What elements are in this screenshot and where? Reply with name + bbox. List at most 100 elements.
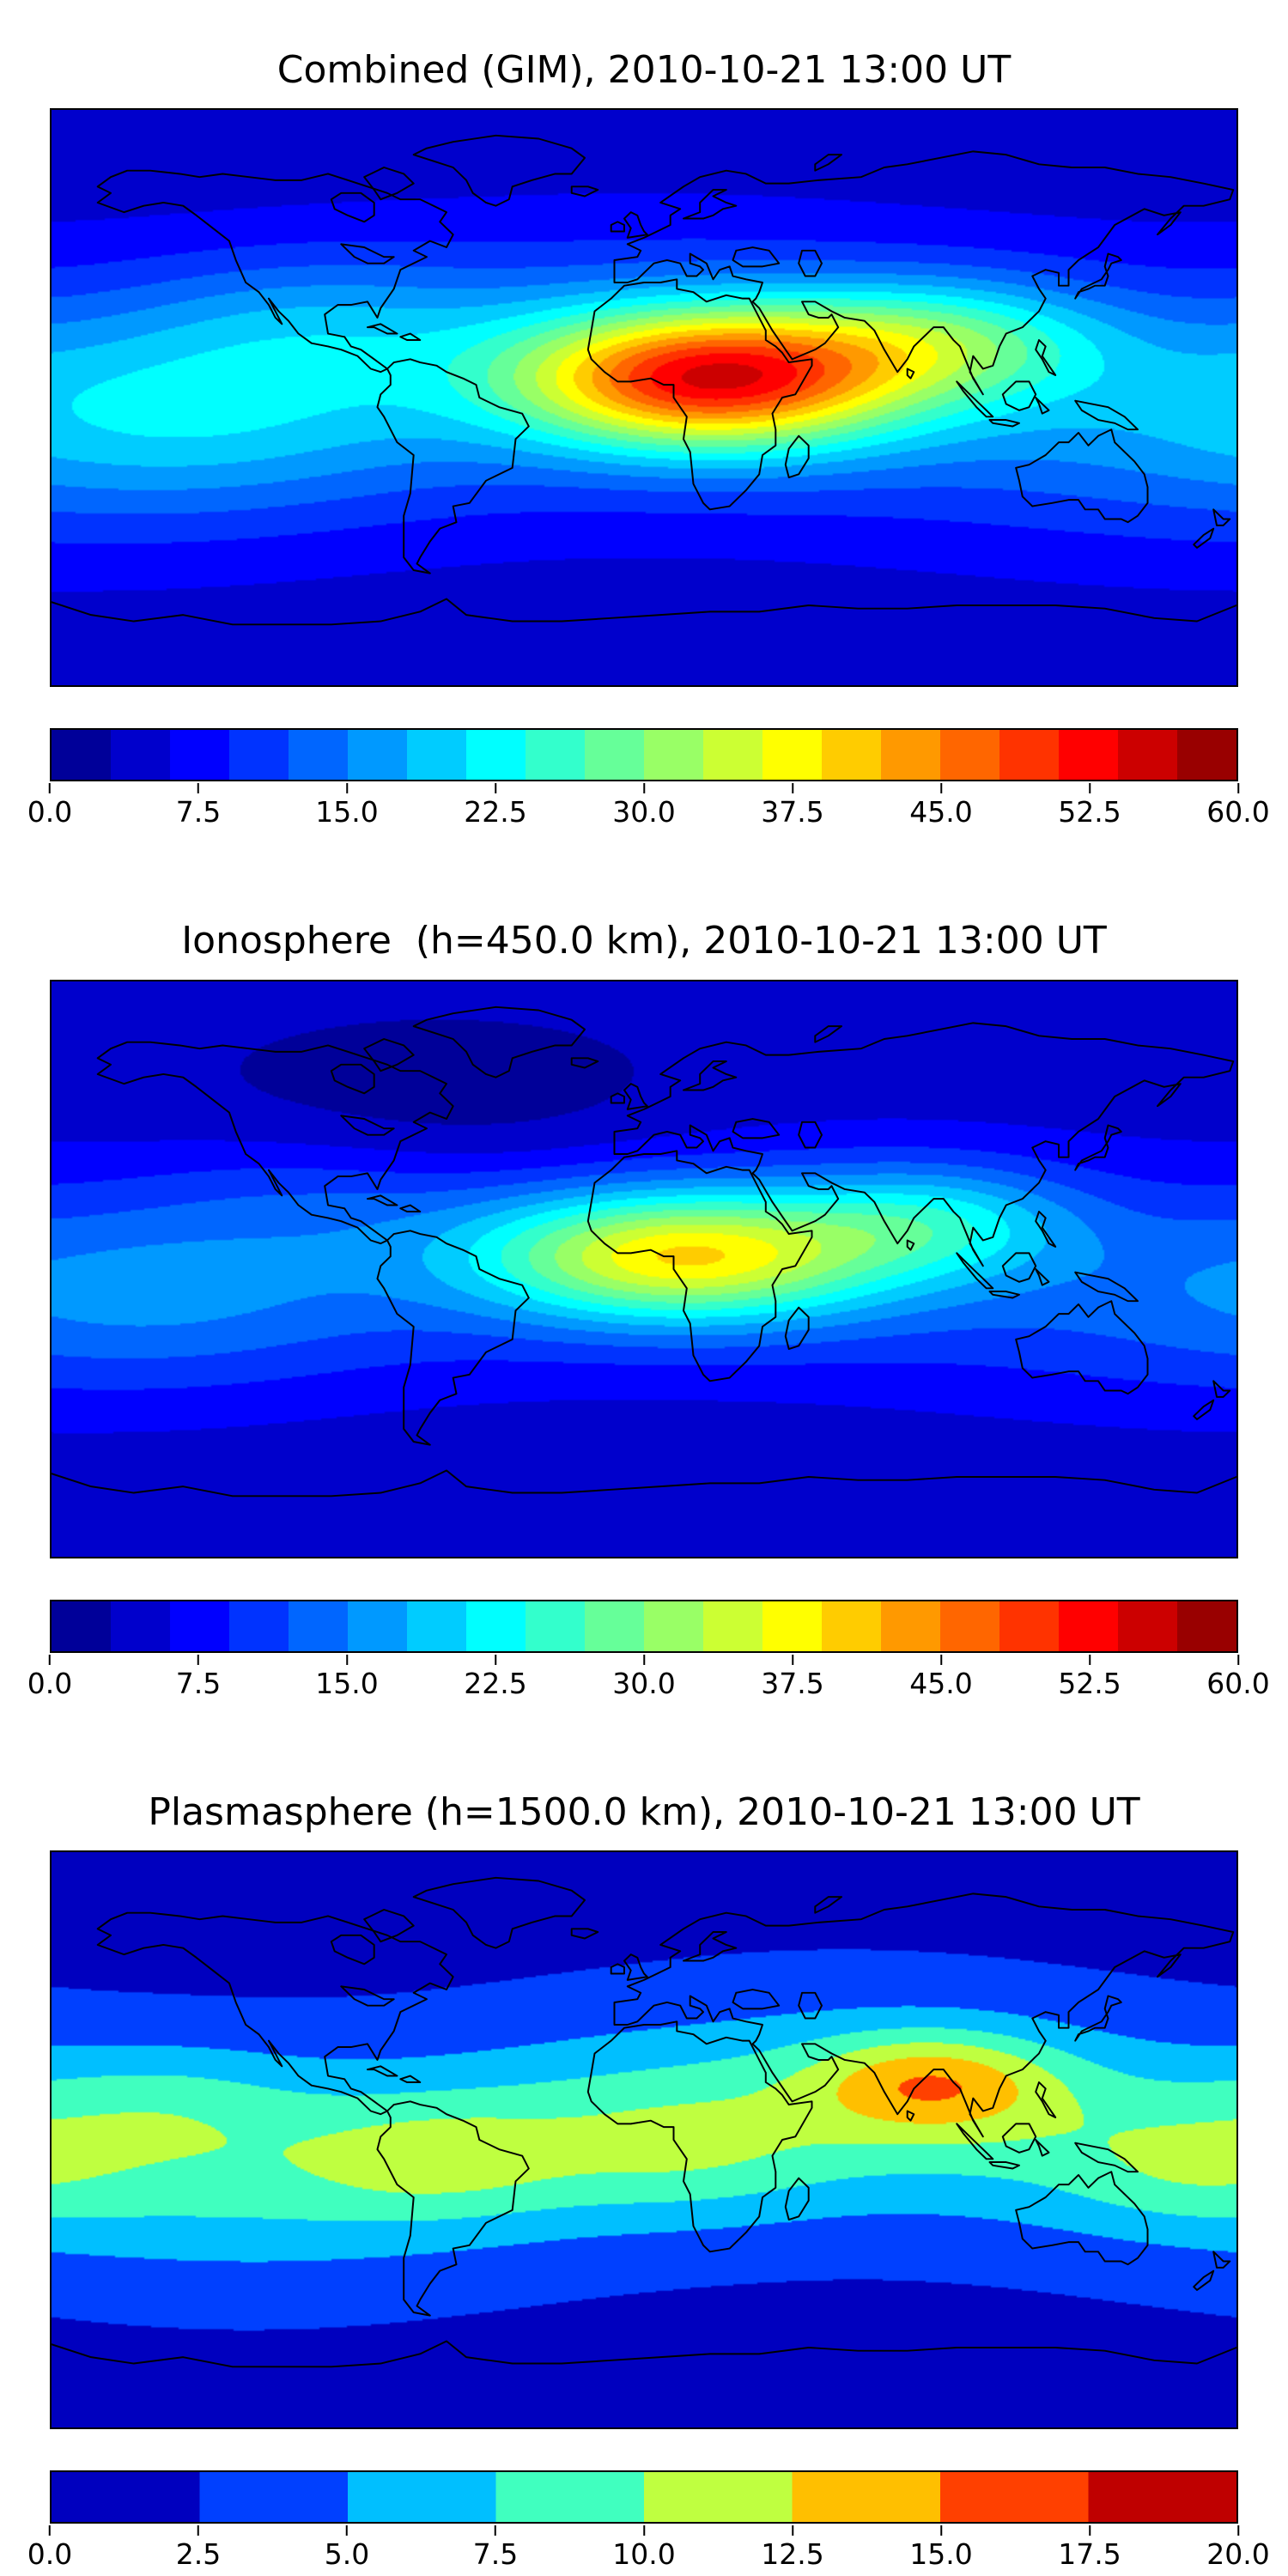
coastline-path [906, 1239, 915, 1251]
coastline-path [96, 1041, 454, 1244]
colorbar-tick-label: 2.5 [175, 2537, 222, 2572]
coastline-path [732, 1989, 781, 2010]
coastline-path [1212, 2251, 1231, 2269]
coastline-path [1074, 2142, 1139, 2173]
colorbar-tick-label: 0.0 [27, 1666, 73, 1700]
coastline-path [814, 1896, 842, 1914]
coastline-path [988, 419, 1020, 428]
coastline-path [340, 1985, 395, 2007]
coastline-path [1035, 339, 1057, 377]
coastline-path [798, 1992, 823, 2020]
coastline-path [376, 358, 530, 575]
coastline-path [906, 2110, 915, 2122]
coastline-path [683, 189, 738, 220]
colorbar-tick-label: 30.0 [612, 1666, 676, 1700]
colorbar-frame [50, 728, 1238, 782]
coastline-path [814, 154, 842, 173]
coastline-path [330, 192, 375, 223]
coastline-overlay [52, 1005, 1236, 1498]
colorbar-tick-label: 12.5 [761, 2537, 824, 2572]
coastline-path [988, 1290, 1020, 1299]
colorbar-frame [50, 1599, 1238, 1653]
coastline-path [1015, 2171, 1149, 2266]
colorbar-tick-label: 60.0 [1206, 795, 1270, 829]
coastline-path [988, 2161, 1020, 2170]
map-plasmasphere [50, 1850, 1238, 2430]
colorbar-tick-label: 15.0 [909, 2537, 973, 2572]
tec-heatmap-canvas [52, 1852, 1236, 2428]
panel-combined-gim: Combined (GIM), 2010-10-21 13:00 UT 0.0 7… [0, 48, 1288, 829]
colorbar-tick-label: 17.5 [1058, 2537, 1121, 2572]
coastline-path [1001, 1252, 1037, 1283]
coastline-path [399, 332, 422, 342]
coastline-path [1074, 400, 1139, 431]
panel-title-plasmasphere: Plasmasphere (h=1500.0 km), 2010-10-21 1… [148, 1789, 1140, 1834]
coastline-path [1212, 1380, 1231, 1398]
coastline-path [330, 1935, 375, 1965]
coastline-path [798, 250, 823, 277]
coastline-path [610, 1092, 625, 1104]
panel-plasmasphere: Plasmasphere (h=1500.0 km), 2010-10-21 1… [0, 1789, 1288, 2572]
coastline-path [1074, 1271, 1139, 1302]
coastline-path [52, 598, 1236, 626]
coastline-path [1193, 1399, 1215, 1420]
coastline-path [814, 1024, 842, 1043]
colorbar-tick-label: 5.0 [324, 2537, 370, 2572]
coastline-path [732, 246, 781, 268]
colorbar-tick-label: 7.5 [175, 795, 222, 829]
coastline-path [367, 2065, 398, 2077]
map-ionosphere [50, 979, 1238, 1558]
coastline-path [340, 243, 395, 265]
coastline-path [1074, 1995, 1122, 2042]
colorbar-tick-label: 52.5 [1058, 1666, 1121, 1700]
coastline-path [623, 1953, 648, 1981]
colorbar-gradient [52, 2472, 1236, 2523]
coastline-path [1193, 2269, 1215, 2292]
coastline-path [570, 1928, 599, 1940]
coastline-path [906, 368, 915, 380]
coastline-path [586, 2020, 813, 2253]
colorbar-tick-label: 7.5 [472, 2537, 519, 2572]
colorbar-tick-label: 0.0 [27, 2537, 73, 2572]
colorbar-tick-row: 0.0 7.5 15.0 22.5 30.0 37.5 45.0 52.5 60.0 [27, 790, 1270, 829]
coastline-path [1074, 252, 1122, 301]
coastline-path [798, 1121, 823, 1149]
coastline-path [1015, 428, 1149, 524]
coastline-path [586, 1150, 813, 1382]
tec-heatmap-canvas [52, 981, 1236, 1557]
coastline-path [1074, 1124, 1122, 1171]
coastline-path [363, 1037, 415, 1072]
colorbar-tick-label: 15.0 [315, 1666, 379, 1700]
coastline-path [376, 1230, 530, 1446]
coastline-path [1035, 2081, 1057, 2119]
coastline-path [52, 1469, 1236, 1498]
coastline-path [570, 1057, 599, 1069]
coastline-path [376, 2100, 530, 2317]
coastline-path [96, 170, 454, 374]
panel-ionosphere: Ionosphere (h=450.0 km), 2010-10-21 13:0… [0, 920, 1288, 1700]
panel-title-combined: Combined (GIM), 2010-10-21 13:00 UT [276, 48, 1012, 92]
coastline-path [613, 1022, 1235, 1267]
tec-heatmap-canvas [52, 110, 1236, 686]
colorbar-tick-row: 0.0 7.5 15.0 22.5 30.0 37.5 45.0 52.5 60.0 [27, 1662, 1270, 1701]
coastline-path [1015, 1300, 1149, 1394]
coastline-path [613, 1893, 1235, 2138]
colorbar-gradient [52, 1601, 1236, 1651]
colorbar-tick-label: 7.5 [175, 1666, 222, 1700]
colorbar-tick-label: 0.0 [27, 795, 73, 829]
colorbar-tick-label: 52.5 [1058, 795, 1121, 829]
coastline-path [363, 1909, 415, 1943]
coastline-path [412, 1005, 586, 1078]
colorbar-tick-label: 60.0 [1206, 1666, 1270, 1700]
coastline-path [363, 167, 415, 201]
colorbar-tick-label: 37.5 [761, 795, 824, 829]
coastline-path [732, 1117, 781, 1139]
colorbar-tick-label: 45.0 [909, 795, 973, 829]
coastline-path [623, 1082, 648, 1110]
coastline-path [1001, 2123, 1037, 2154]
coastline-path [956, 1252, 994, 1290]
coastline-path [340, 1115, 395, 1136]
colorbar-tick-label: 30.0 [612, 795, 676, 829]
coastline-path [1035, 2139, 1050, 2157]
